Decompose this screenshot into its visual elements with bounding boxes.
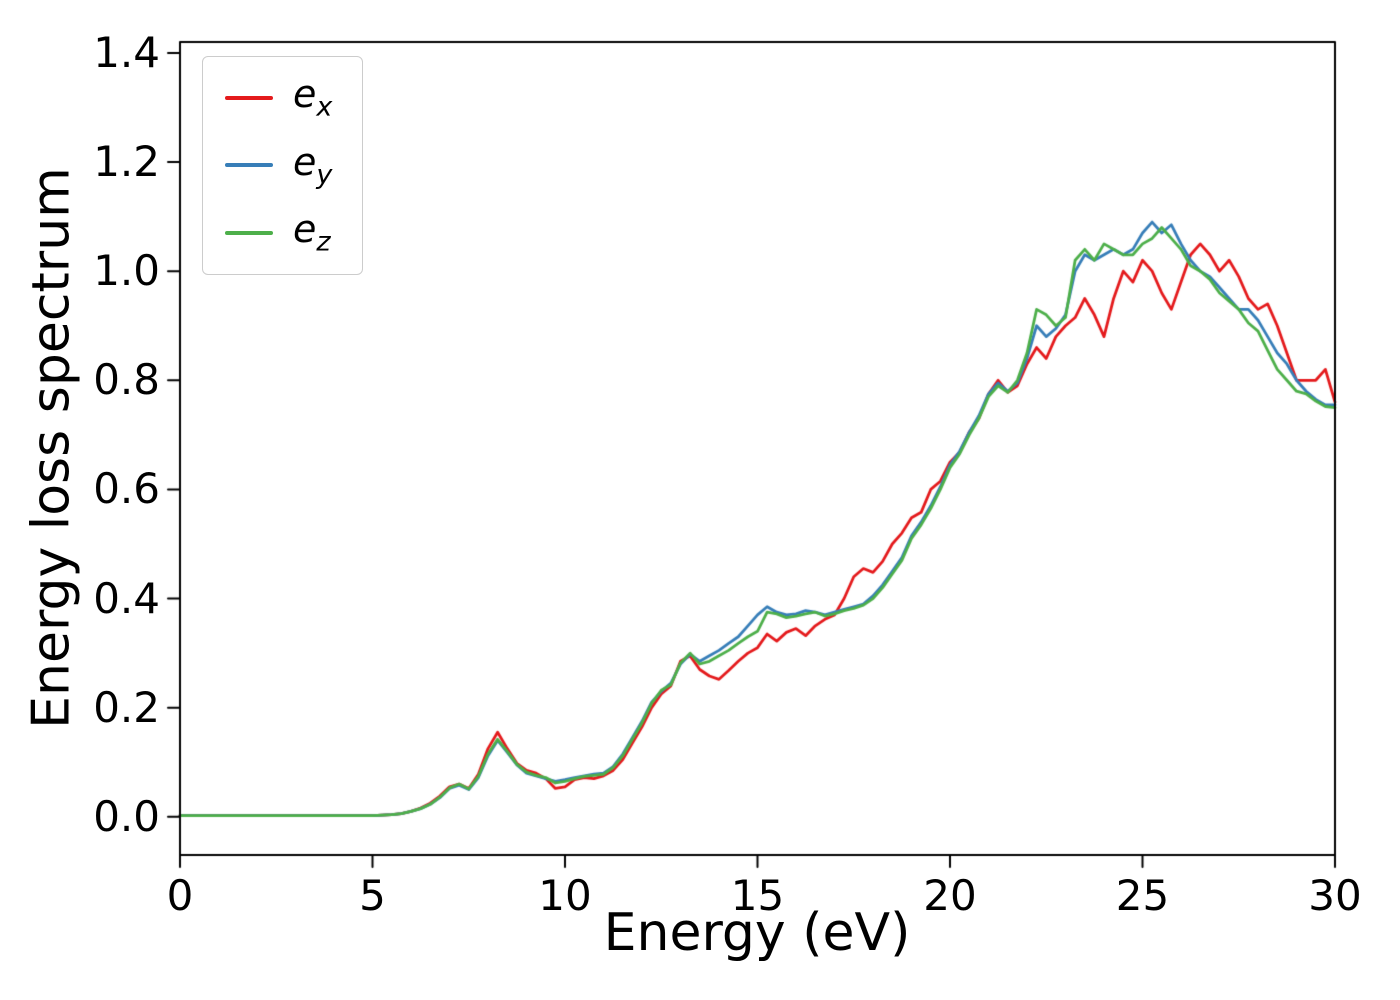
- legend-label-ey-main: e: [293, 139, 317, 184]
- y-axis-label: Energy loss spectrum: [21, 167, 82, 729]
- legend-label-ex-sub: x: [316, 91, 333, 123]
- legend-label-ez-main: e: [293, 207, 317, 252]
- x-axis-label: Energy (eV): [603, 903, 911, 963]
- legend-label-ex: ex: [293, 75, 332, 121]
- legend-item-ex: ex: [225, 75, 332, 121]
- legend-line-ex-icon: [225, 95, 273, 100]
- legend-label-ex-main: e: [293, 72, 317, 116]
- legend-line-ey-icon: [225, 163, 273, 168]
- legend-label-ez: ez: [293, 210, 331, 256]
- legend-label-ey-sub: y: [316, 159, 333, 191]
- legend-line-ez-icon: [225, 230, 273, 235]
- legend-item-ez: ez: [225, 210, 332, 256]
- legend-item-ey: ey: [225, 143, 332, 189]
- legend-label-ez-sub: z: [316, 226, 331, 258]
- legend: ex ey ez: [202, 56, 364, 275]
- legend-label-ey: ey: [293, 143, 332, 189]
